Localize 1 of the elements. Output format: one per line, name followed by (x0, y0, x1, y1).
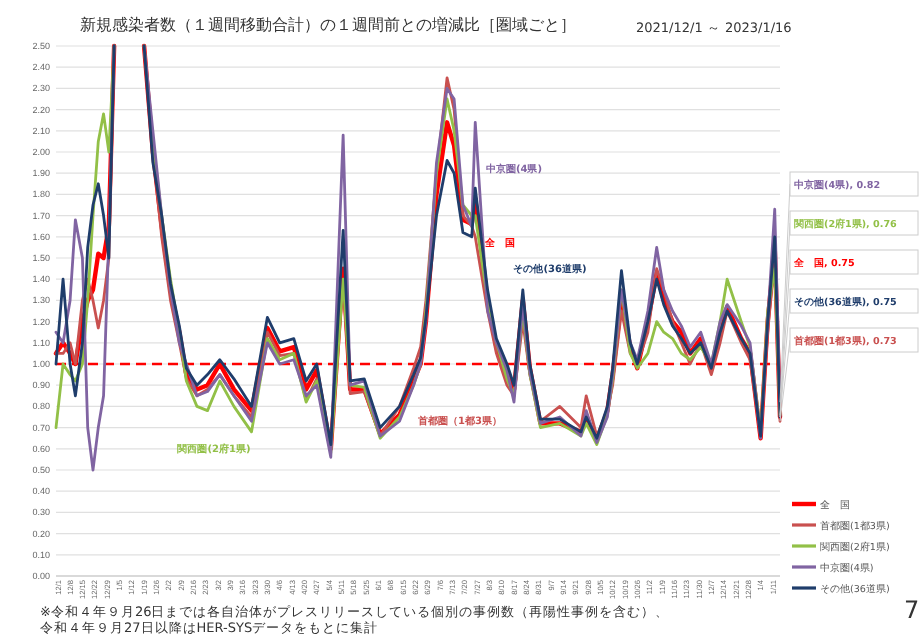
text: 7 (904, 596, 920, 624)
